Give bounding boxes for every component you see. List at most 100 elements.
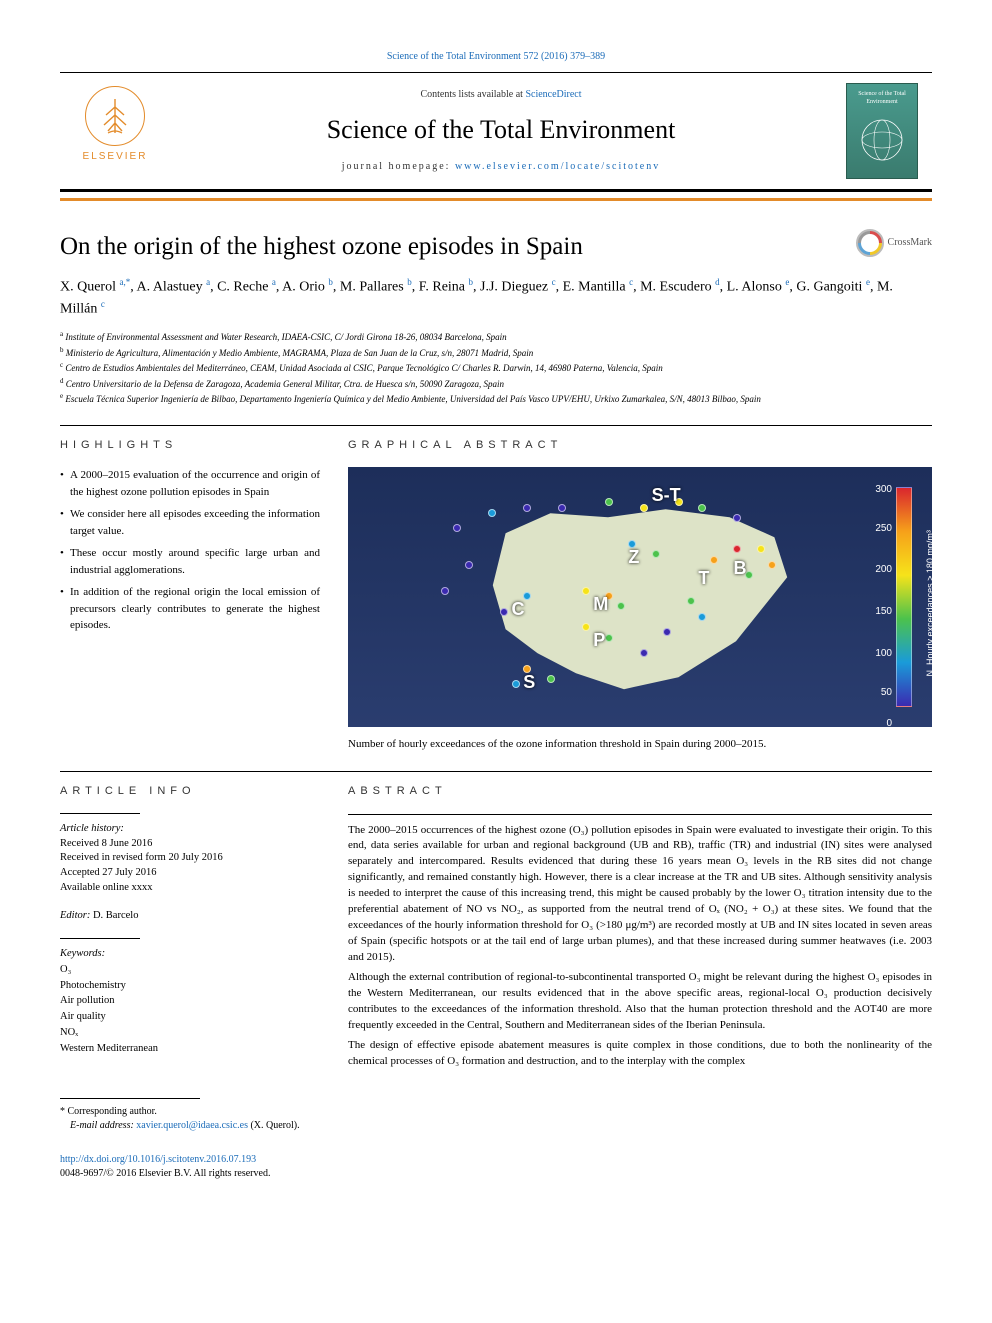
map-region-label: M [593,592,608,617]
keyword-item: Air pollution [60,993,320,1009]
crossmark-label: CrossMark [888,236,932,250]
rule-above-abstract [60,771,932,772]
colorbar-title: N. Hourly exceedances > 180 mg/m³ [924,530,932,676]
email-line: E-mail address: xavier.querol@idaea.csic… [60,1119,932,1133]
highlight-item: A 2000–2015 evaluation of the occurrence… [60,467,320,500]
colorbar [896,487,912,707]
cover-globe-icon [857,115,907,165]
article-info-header: ARTICLE INFO [60,784,320,799]
map-region-label: S [523,670,535,695]
affiliations-block: a Institute of Environmental Assessment … [60,329,932,407]
sciencedirect-link[interactable]: ScienceDirect [525,89,581,100]
journal-cover-thumbnail: Science of the Total Environment [846,83,918,179]
affiliation-line: a Institute of Environmental Assessment … [60,329,932,345]
corresponding-label: * Corresponding author. [60,1105,932,1119]
colorbar-tick: 200 [875,563,892,577]
affiliation-line: d Centro Universitario de la Defensa de … [60,376,932,392]
publisher-logo-slot: ELSEVIER [70,86,160,176]
map-region-label: Z [628,545,639,570]
keywords-label: Keywords: [60,947,320,962]
graphical-header: GRAPHICAL ABSTRACT [348,438,932,453]
map-region-label: S-T [652,483,681,508]
rule-above-highlights [60,425,932,426]
issn-copyright: 0048-9697/© 2016 Elsevier B.V. All right… [60,1167,932,1181]
map-station-dot [605,634,613,642]
abstract-paragraph: Although the external contribution of re… [348,970,932,1034]
keywords-list: O₃PhotochemistryAir pollutionAir quality… [60,962,320,1057]
colorbar-tick: 250 [875,522,892,536]
map-station-dot [453,524,461,532]
highlight-item: These occur mostly around specific large… [60,545,320,578]
graphical-caption: Number of hourly exceedances of the ozon… [348,737,932,752]
map-region-label: C [512,597,525,622]
title-row: On the origin of the highest ozone episo… [60,229,932,264]
graphical-figure: S-TZTBMCPS300250200150100500N. Hourly ex… [348,467,932,752]
editor-label: Editor: [60,910,90,921]
map-station-dot [558,504,566,512]
map-station-dot [500,608,508,616]
highlights-list: A 2000–2015 evaluation of the occurrence… [60,467,320,634]
abstract-paragraph: The design of effective episode abatemen… [348,1038,932,1070]
journal-name: Science of the Total Environment [160,112,842,148]
map-station-dot [465,561,473,569]
colorbar-tick: 0 [886,717,892,727]
info-abstract-row: ARTICLE INFO Article history: Received 8… [60,784,932,1074]
highlights-header: HIGHLIGHTS [60,438,320,453]
info-rule-1 [60,813,140,814]
citation-link[interactable]: Science of the Total Environment 572 (20… [387,51,605,62]
highlight-item: We consider here all episodes exceeding … [60,506,320,539]
history-line: Received 8 June 2016 [60,837,320,852]
footer-rule [60,1098,200,1099]
highlights-column: HIGHLIGHTS A 2000–2015 evaluation of the… [60,438,320,753]
cover-title: Science of the Total Environment [849,90,915,107]
info-rule-2 [60,938,140,939]
map-station-dot [757,545,765,553]
corresponding-author-block: * Corresponding author. E-mail address: … [60,1105,932,1133]
map-station-dot [640,504,648,512]
abstract-paragraph: The 2000–2015 occurrences of the highest… [348,823,932,966]
article-history-block: Article history: Received 8 June 2016Rec… [60,822,320,895]
authors-line: X. Querol a,*, A. Alastuey a, C. Reche a… [60,276,932,319]
doi-link[interactable]: http://dx.doi.org/10.1016/j.scitotenv.20… [60,1154,256,1165]
contents-line: Contents lists available at ScienceDirec… [160,88,842,102]
history-lines: Received 8 June 2016Received in revised … [60,837,320,896]
graphical-abstract-column: GRAPHICAL ABSTRACT S-TZTBMCPS30025020015… [348,438,932,753]
homepage-line: journal homepage: www.elsevier.com/locat… [160,160,842,174]
keyword-item: Western Mediterranean [60,1041,320,1057]
map-station-dot [698,504,706,512]
map-station-dot [710,556,718,564]
keywords-block: Keywords: O₃PhotochemistryAir pollutionA… [60,947,320,1056]
colorbar-tick: 100 [875,647,892,661]
map-station-dot [582,587,590,595]
affiliation-line: c Centro de Estudios Ambientales del Med… [60,360,932,376]
crossmark-badge[interactable]: CrossMark [856,229,932,257]
editor-name: D. Barcelo [93,910,138,921]
crossmark-icon [856,229,884,257]
abstract-body: The 2000–2015 occurrences of the highest… [348,823,932,1070]
homepage-link[interactable]: www.elsevier.com/locate/scitotenv [455,161,660,172]
history-line: Received in revised form 20 July 2016 [60,851,320,866]
article-title: On the origin of the highest ozone episo… [60,229,856,264]
header-center: Contents lists available at ScienceDirec… [160,88,842,174]
highlight-item: In addition of the regional origin the l… [60,584,320,634]
corresponding-email-link[interactable]: xavier.querol@idaea.csic.es [136,1120,248,1131]
map-station-dot [441,587,449,595]
map-region-label: B [733,556,746,581]
map-station-dot [488,509,496,517]
affiliation-line: b Ministerio de Agricultura, Alimentació… [60,345,932,361]
journal-header: ELSEVIER Contents lists available at Sci… [60,72,932,192]
homepage-prefix: journal homepage: [342,161,455,172]
history-line: Available online xxxx [60,881,320,896]
accent-divider [60,198,932,201]
affiliation-line: e Escuela Técnica Superior Ingeniería de… [60,391,932,407]
abstract-header: ABSTRACT [348,784,932,800]
map-station-dot [523,504,531,512]
elsevier-logo: ELSEVIER [75,86,155,176]
map-container: S-TZTBMCPS300250200150100500N. Hourly ex… [348,467,932,727]
tree-icon [92,93,138,139]
elsevier-tree-icon [85,86,145,146]
colorbar-tick: 300 [875,483,892,497]
history-line: Accepted 27 July 2016 [60,866,320,881]
top-citation-link[interactable]: Science of the Total Environment 572 (20… [60,50,932,64]
map-station-dot [687,597,695,605]
